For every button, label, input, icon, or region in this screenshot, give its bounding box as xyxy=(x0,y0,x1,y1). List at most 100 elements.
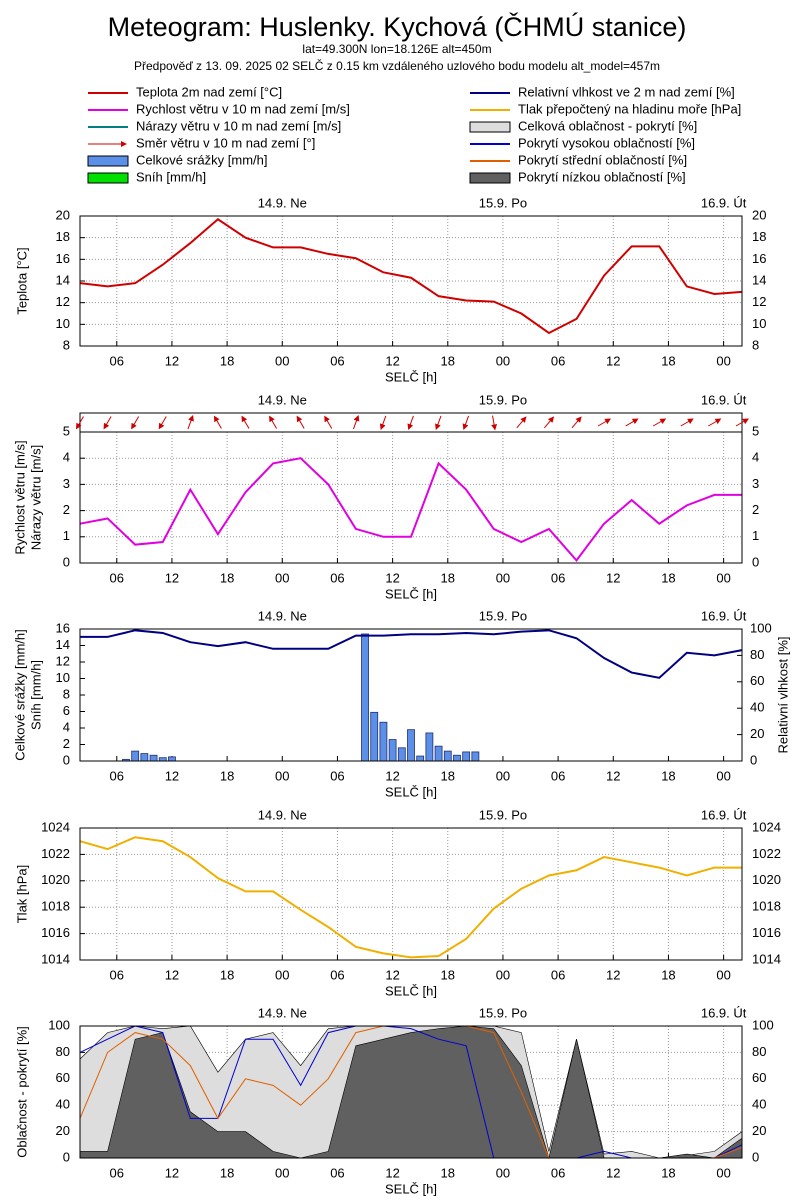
wind-arrow xyxy=(241,415,250,429)
x-axis-label: SELČ [h] xyxy=(385,369,437,384)
x-tick-label: 18 xyxy=(441,1165,455,1180)
day-label: 16.9. Út xyxy=(701,1005,747,1020)
x-tick-label: 00 xyxy=(496,353,510,368)
x-tick-label: 00 xyxy=(275,967,289,982)
y-tick-label: 0 xyxy=(63,1149,70,1164)
x-tick-label: 00 xyxy=(716,1165,730,1180)
wind-arrow xyxy=(652,418,667,427)
wind-arrow xyxy=(75,416,84,430)
legend-swatch xyxy=(469,121,511,133)
precip-bar xyxy=(370,711,379,762)
y-tick-label-right: 40 xyxy=(752,1097,766,1112)
y-axis-label: Sníh [mm/h] xyxy=(28,660,43,730)
precip-bar xyxy=(453,754,461,762)
y-tick-label-right: 1014 xyxy=(752,951,781,966)
y-tick-label-right: 18 xyxy=(752,229,766,244)
precip-bar xyxy=(149,754,158,762)
y-tick-label-right: 20 xyxy=(752,1123,766,1138)
legend-swatch xyxy=(469,172,511,184)
legend-label: Pokrytí nízkou oblačností [%] xyxy=(518,169,686,184)
x-tick-label: 12 xyxy=(385,768,399,783)
day-label: 14.9. Ne xyxy=(258,195,307,210)
y-tick-label: 6 xyxy=(63,703,70,718)
y-tick-label: 0 xyxy=(63,752,70,767)
cloud-area xyxy=(79,1025,743,1160)
wind-arrow xyxy=(269,415,278,429)
precip-bar xyxy=(471,751,480,762)
subtitle: lat=49.300N lon=18.126E alt=450m xyxy=(302,42,491,56)
y-tick-label: 80 xyxy=(56,1044,70,1059)
legend-label: Teplota 2m nad zemí [°C] xyxy=(136,84,282,99)
y-tick-label-right: 4 xyxy=(752,450,759,465)
y-tick-label: 1022 xyxy=(41,846,70,861)
x-tick-label: 00 xyxy=(496,1165,510,1180)
precip-bar xyxy=(443,750,452,762)
series-line xyxy=(79,457,742,562)
x-tick-label: 06 xyxy=(110,768,124,783)
day-label: 16.9. Út xyxy=(701,608,747,623)
x-tick-label: 06 xyxy=(551,353,565,368)
x-tick-label: 18 xyxy=(220,768,234,783)
x-tick-label: 18 xyxy=(661,1165,675,1180)
x-tick-label: 18 xyxy=(220,1165,234,1180)
y-tick-label: 2 xyxy=(63,502,70,517)
y-tick-label: 18 xyxy=(56,229,70,244)
x-tick-label: 18 xyxy=(220,570,234,585)
day-label: 15.9. Po xyxy=(479,807,527,822)
y-axis-label: Rychlost větru [m/s] xyxy=(12,440,27,554)
precip-bar xyxy=(379,721,388,762)
precip-bar xyxy=(397,747,406,762)
series-line xyxy=(80,629,743,679)
y-tick-label: 16 xyxy=(56,620,70,635)
wind-arrow xyxy=(735,418,749,427)
legend-label: Nárazy větru v 10 m nad zemí [m/s] xyxy=(136,118,341,133)
x-tick-label: 06 xyxy=(110,1165,124,1180)
y-tick-label: 3 xyxy=(63,476,70,491)
wind-arrow xyxy=(379,415,387,431)
precip-bar xyxy=(416,755,425,762)
y-tick-label-right: 100 xyxy=(752,1017,774,1032)
y-tick-label: 20 xyxy=(56,207,70,222)
y-tick-label: 1020 xyxy=(41,872,70,887)
plot-frame xyxy=(79,827,743,961)
day-label: 16.9. Út xyxy=(701,392,747,407)
legend-label: Tlak přepočtený na hladinu moře [hPa] xyxy=(518,101,741,116)
y-tick-label: 20 xyxy=(56,1123,70,1138)
legend-label: Sníh [mm/h] xyxy=(136,169,206,184)
y-tick-label: 12 xyxy=(56,294,70,309)
wind-arrow xyxy=(131,416,140,430)
y-tick-label-right: 1 xyxy=(752,528,759,543)
x-tick-label: 12 xyxy=(385,1165,399,1180)
y-tick-label-right: 80 xyxy=(752,1044,766,1059)
x-axis-label: SELČ [h] xyxy=(385,586,437,601)
y-tick-label-right: 20 xyxy=(752,207,766,222)
y-tick-label: 1016 xyxy=(41,925,70,940)
y-axis-label: Celkové srážky [mm/h] xyxy=(12,629,27,760)
y-tick-label: 10 xyxy=(56,316,70,331)
x-tick-label: 12 xyxy=(165,768,179,783)
legend-label: Relativní vlhkost ve 2 m nad zemí [%] xyxy=(518,84,735,99)
x-tick-label: 06 xyxy=(330,570,344,585)
x-tick-label: 00 xyxy=(716,570,730,585)
y-tick-label: 1014 xyxy=(41,951,70,966)
wind-arrow xyxy=(187,414,194,430)
x-tick-label: 12 xyxy=(385,967,399,982)
legend-label: Pokrytí vysokou oblačností [%] xyxy=(518,135,695,150)
x-tick-label: 00 xyxy=(496,768,510,783)
x-tick-label: 00 xyxy=(275,570,289,585)
x-tick-label: 18 xyxy=(441,967,455,982)
y-tick-label-right: 8 xyxy=(752,337,759,352)
y-tick-label: 10 xyxy=(56,670,70,685)
y-tick-label: 0 xyxy=(63,554,70,569)
wind-arrow xyxy=(435,415,442,431)
wind-arrow xyxy=(407,415,414,431)
x-tick-label: 18 xyxy=(220,967,234,982)
x-tick-label: 00 xyxy=(716,353,730,368)
x-tick-label: 12 xyxy=(606,353,620,368)
y-tick-label-right: 5 xyxy=(752,423,759,438)
x-tick-label: 06 xyxy=(110,353,124,368)
x-tick-label: 12 xyxy=(606,570,620,585)
y-tick-label: 40 xyxy=(56,1097,70,1112)
x-tick-label: 06 xyxy=(330,353,344,368)
